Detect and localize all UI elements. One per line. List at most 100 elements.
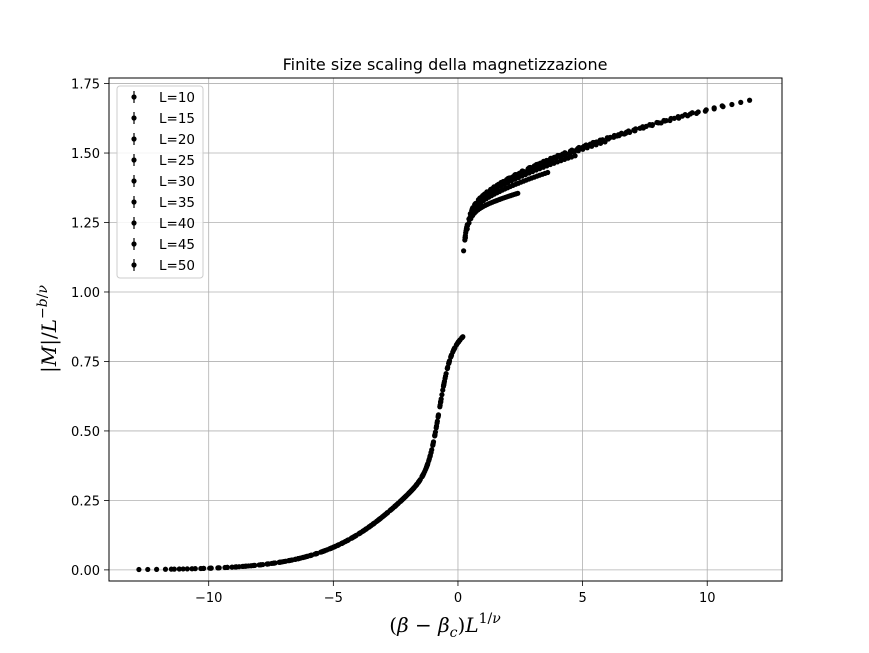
data-point (508, 175, 514, 181)
data-point (233, 564, 239, 570)
data-point (430, 440, 436, 447)
data-point (448, 354, 454, 360)
data-point (269, 560, 275, 567)
data-point (663, 117, 669, 124)
data-point (640, 125, 646, 131)
data-point (224, 564, 231, 571)
data-point (466, 216, 472, 222)
legend-label: L=45 (159, 237, 195, 253)
data-point (587, 142, 593, 148)
data-point (676, 115, 682, 121)
data-point (322, 548, 328, 554)
data-point (461, 248, 467, 254)
data-point (198, 565, 204, 572)
data-point (515, 190, 521, 196)
data-point (747, 97, 753, 103)
legend-marker (131, 220, 137, 226)
y-tick-label: 0.75 (71, 355, 100, 370)
data-point (251, 562, 257, 569)
data-point (344, 538, 350, 544)
data-point (671, 115, 677, 121)
data-point (499, 180, 505, 186)
data-point (463, 226, 469, 232)
data-point (534, 162, 540, 168)
data-point (277, 559, 284, 565)
data-point (658, 120, 664, 126)
data-point (667, 117, 673, 124)
legend-label: L=20 (159, 132, 195, 148)
data-point (454, 340, 461, 346)
data-point (189, 566, 195, 572)
data-point (438, 396, 444, 402)
data-point (260, 561, 266, 568)
data-point (446, 360, 452, 367)
legend-label: L=10 (159, 90, 195, 106)
legend-marker (131, 262, 137, 268)
x-ticks: −10 −5 0 5 10 (195, 581, 715, 606)
data-point (242, 563, 248, 569)
data-point (426, 458, 432, 464)
data-points (136, 97, 753, 573)
data-point (428, 450, 434, 456)
data-point (463, 230, 469, 236)
legend-marker (131, 178, 137, 184)
data-point (424, 463, 430, 470)
legend-label: L=15 (159, 111, 195, 127)
data-point (286, 557, 292, 564)
legend-label: L=30 (159, 174, 195, 190)
data-point (460, 334, 466, 340)
data-point (444, 365, 450, 371)
data-point (357, 530, 363, 536)
data-point (145, 566, 151, 573)
data-point (180, 566, 186, 572)
data-point (729, 101, 735, 108)
data-point (437, 404, 443, 410)
data-point (434, 418, 440, 424)
data-point (623, 130, 629, 136)
data-point (162, 566, 169, 572)
data-point (432, 432, 438, 439)
data-point (401, 494, 408, 501)
data-point (490, 185, 496, 191)
legend: L=10 L=15 L=20 L=25 L=30 L=35 L=40 L=45 L=50 (116, 85, 204, 279)
data-point (693, 110, 700, 117)
data-point (481, 192, 487, 198)
data-point (331, 544, 337, 550)
data-point (348, 535, 354, 541)
legend-marker (131, 94, 137, 100)
legend-marker (131, 136, 137, 142)
data-point (512, 172, 518, 178)
data-point (649, 122, 655, 129)
legend-marker (131, 115, 137, 121)
legend-marker (131, 199, 137, 205)
data-point (462, 234, 468, 241)
data-point (685, 113, 691, 119)
data-point (392, 503, 399, 509)
data-point (578, 145, 585, 151)
data-point (440, 387, 446, 393)
data-point (384, 510, 390, 516)
data-point (313, 551, 319, 557)
x-tick-label: −5 (324, 591, 343, 606)
data-point (171, 566, 177, 572)
data-point (207, 565, 213, 571)
y-tick-label: 1.50 (71, 147, 100, 162)
data-point (388, 506, 395, 512)
data-point (545, 169, 551, 176)
data-point (543, 158, 549, 164)
data-point (711, 106, 717, 112)
data-point (583, 142, 590, 148)
data-point (516, 170, 523, 176)
series-L=50 (136, 97, 753, 573)
data-point (614, 133, 620, 139)
x-tick-label: −10 (195, 591, 222, 606)
chart-title: Finite size scaling della magnetizzazion… (283, 55, 608, 74)
data-point (443, 370, 449, 377)
y-tick-label: 0.25 (71, 494, 100, 509)
data-point (631, 128, 638, 134)
data-point (304, 553, 310, 560)
y-ticks: 0.00 0.25 0.50 0.75 1.00 1.25 1.50 1.75 (71, 78, 109, 579)
y-tick-label: 1.00 (71, 286, 100, 301)
data-point (605, 136, 611, 142)
plot-frame (108, 77, 783, 582)
